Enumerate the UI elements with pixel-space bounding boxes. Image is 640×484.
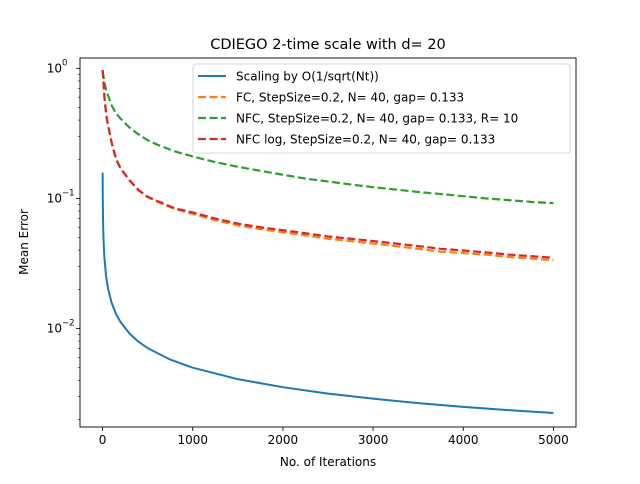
y-tick-label: 10	[47, 191, 62, 205]
series-line-4	[101, 69, 554, 259]
series-line-1	[101, 172, 554, 415]
x-tick-label: 2000	[268, 433, 299, 447]
y-tick-exponent: 0	[62, 58, 67, 68]
x-tick-label: 0	[99, 433, 107, 447]
y-tick-exponent: −2	[62, 319, 75, 329]
legend-box	[192, 63, 571, 154]
chart-title: CDIEGO 2-time scale with d= 20	[210, 37, 446, 53]
plot-frame	[79, 57, 577, 428]
x-tick-label: 1000	[177, 433, 208, 447]
plot-area	[101, 69, 554, 415]
x-axis-label: No. of Iterations	[280, 455, 376, 469]
y-axis-label: Mean Error	[17, 209, 31, 275]
legend-label-1: Scaling by O(1/sqrt(Nt))	[236, 70, 379, 84]
legend: Scaling by O(1/sqrt(Nt)) FC, StepSize=0.2…	[192, 63, 571, 154]
y-tick-exponent: −1	[62, 188, 75, 198]
legend-label-4: NFC log, StepSize=0.2, N= 40, gap= 0.133	[236, 133, 495, 147]
x-axis: 0 1000 2000 3000 4000 5000	[99, 427, 569, 447]
x-tick-label: 5000	[538, 433, 569, 447]
series-line-3	[101, 71, 554, 205]
y-tick-label: 10	[47, 322, 62, 336]
legend-label-3: NFC, StepSize=0.2, N= 40, gap= 0.133, R=…	[236, 112, 518, 126]
y-tick-label: 10	[47, 61, 62, 75]
x-tick-label: 4000	[448, 433, 479, 447]
x-tick-label: 3000	[358, 433, 389, 447]
legend-label-2: FC, StepSize=0.2, N= 40, gap= 0.133	[236, 91, 464, 105]
